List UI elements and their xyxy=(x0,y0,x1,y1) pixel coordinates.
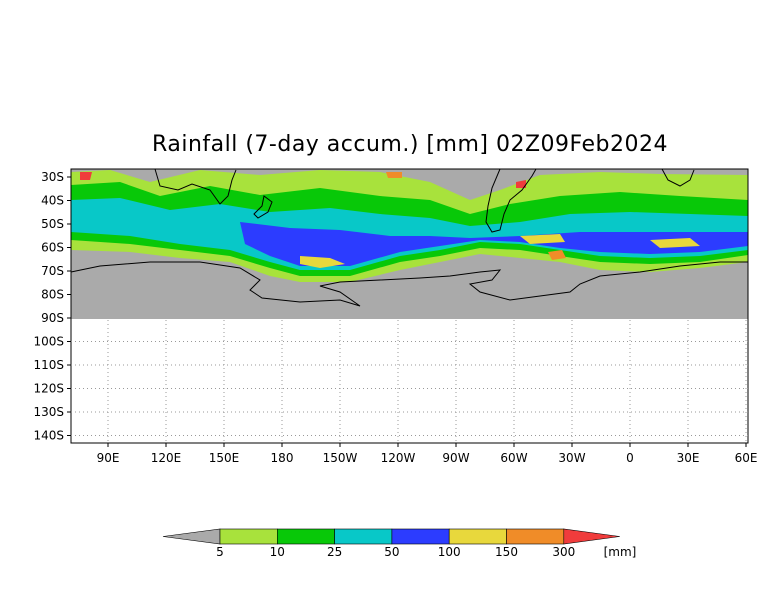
colorbar-over-arrow xyxy=(563,528,620,545)
colorbar-label: 50 xyxy=(384,545,399,559)
y-tick-labels: 30S 40S 50S 60S 70S 80S 90S 100S 110S 120S 130S 140… xyxy=(33,170,71,443)
colorbar-label: 150 xyxy=(495,545,518,559)
australia-coast xyxy=(154,168,237,205)
colorbar-label: 25 xyxy=(327,545,342,559)
colorbar-segment xyxy=(334,528,393,545)
y-tick-label: 110S xyxy=(33,358,64,372)
colorbar-under-arrow xyxy=(162,528,221,545)
colorbar-unit: [mm] xyxy=(604,545,637,559)
rain-spot-red-1 xyxy=(80,172,92,180)
colorbar-segment xyxy=(448,528,507,545)
grid-lines xyxy=(71,320,748,443)
y-tick-label: 120S xyxy=(33,382,64,396)
antarctica-coast xyxy=(70,261,748,307)
y-tick-label: 100S xyxy=(33,335,64,349)
x-tick-label: 150W xyxy=(323,451,358,465)
rain-band-cyan xyxy=(71,198,748,270)
x-tick-label: 120W xyxy=(381,451,416,465)
rain-spot-yellow-3 xyxy=(650,238,700,248)
x-tick-label: 90E xyxy=(97,451,120,465)
new-zealand-coast xyxy=(253,195,273,219)
south-america-coast xyxy=(485,168,537,233)
coastlines xyxy=(70,168,748,307)
y-tick-label: 40S xyxy=(41,194,64,208)
colorbar-segment xyxy=(276,528,335,545)
y-tick-label: 60S xyxy=(41,241,64,255)
rain-spot-yellow-2 xyxy=(520,234,565,244)
rain-spot-orange-2 xyxy=(386,172,402,178)
colorbar-label: 10 xyxy=(270,545,285,559)
x-tick-label: 180 xyxy=(271,451,294,465)
colorbar: 5 10 25 50 100 150 300 [mm] xyxy=(162,528,637,559)
y-tick-label: 90S xyxy=(41,311,64,325)
y-tick-label: 80S xyxy=(41,288,64,302)
colorbar-segment xyxy=(391,528,450,545)
x-tick-label: 150E xyxy=(209,451,240,465)
x-tick-label: 30W xyxy=(558,451,585,465)
colorbar-label: 100 xyxy=(438,545,461,559)
y-tick-label: 50S xyxy=(41,217,64,231)
plot-frame: 30S 40S 50S 60S 70S 80S 90S 100S 110S 120S 130S 140… xyxy=(33,168,758,465)
x-tick-label: 0 xyxy=(626,451,634,465)
y-tick-label: 140S xyxy=(33,429,64,443)
africa-coast xyxy=(661,168,695,187)
x-tick-label: 90W xyxy=(442,451,469,465)
x-tick-label: 30E xyxy=(677,451,700,465)
colorbar-label: 5 xyxy=(216,545,224,559)
x-tick-labels: 90E 120E 150E 180 150W 120W 90W 60W 30W 0 30E 60E xyxy=(97,443,758,465)
rain-band-blue xyxy=(240,222,748,266)
rain-spot-red-2 xyxy=(516,180,526,188)
rain-bands xyxy=(71,170,748,282)
map-title: Rainfall (7-day accum.) [mm] 02Z09Feb202… xyxy=(152,132,668,157)
y-tick-label: 70S xyxy=(41,264,64,278)
colorbar-segment xyxy=(506,528,565,545)
x-tick-label: 60W xyxy=(500,451,527,465)
x-tick-label: 120E xyxy=(151,451,182,465)
colorbar-segment xyxy=(219,528,278,545)
rain-spot-orange-1 xyxy=(548,250,566,260)
x-tick-label: 60E xyxy=(735,451,758,465)
y-tick-label: 30S xyxy=(41,170,64,184)
colorbar-label: 300 xyxy=(552,545,575,559)
rain-spot-yellow-1 xyxy=(300,256,345,268)
y-tick-label: 130S xyxy=(33,405,64,419)
